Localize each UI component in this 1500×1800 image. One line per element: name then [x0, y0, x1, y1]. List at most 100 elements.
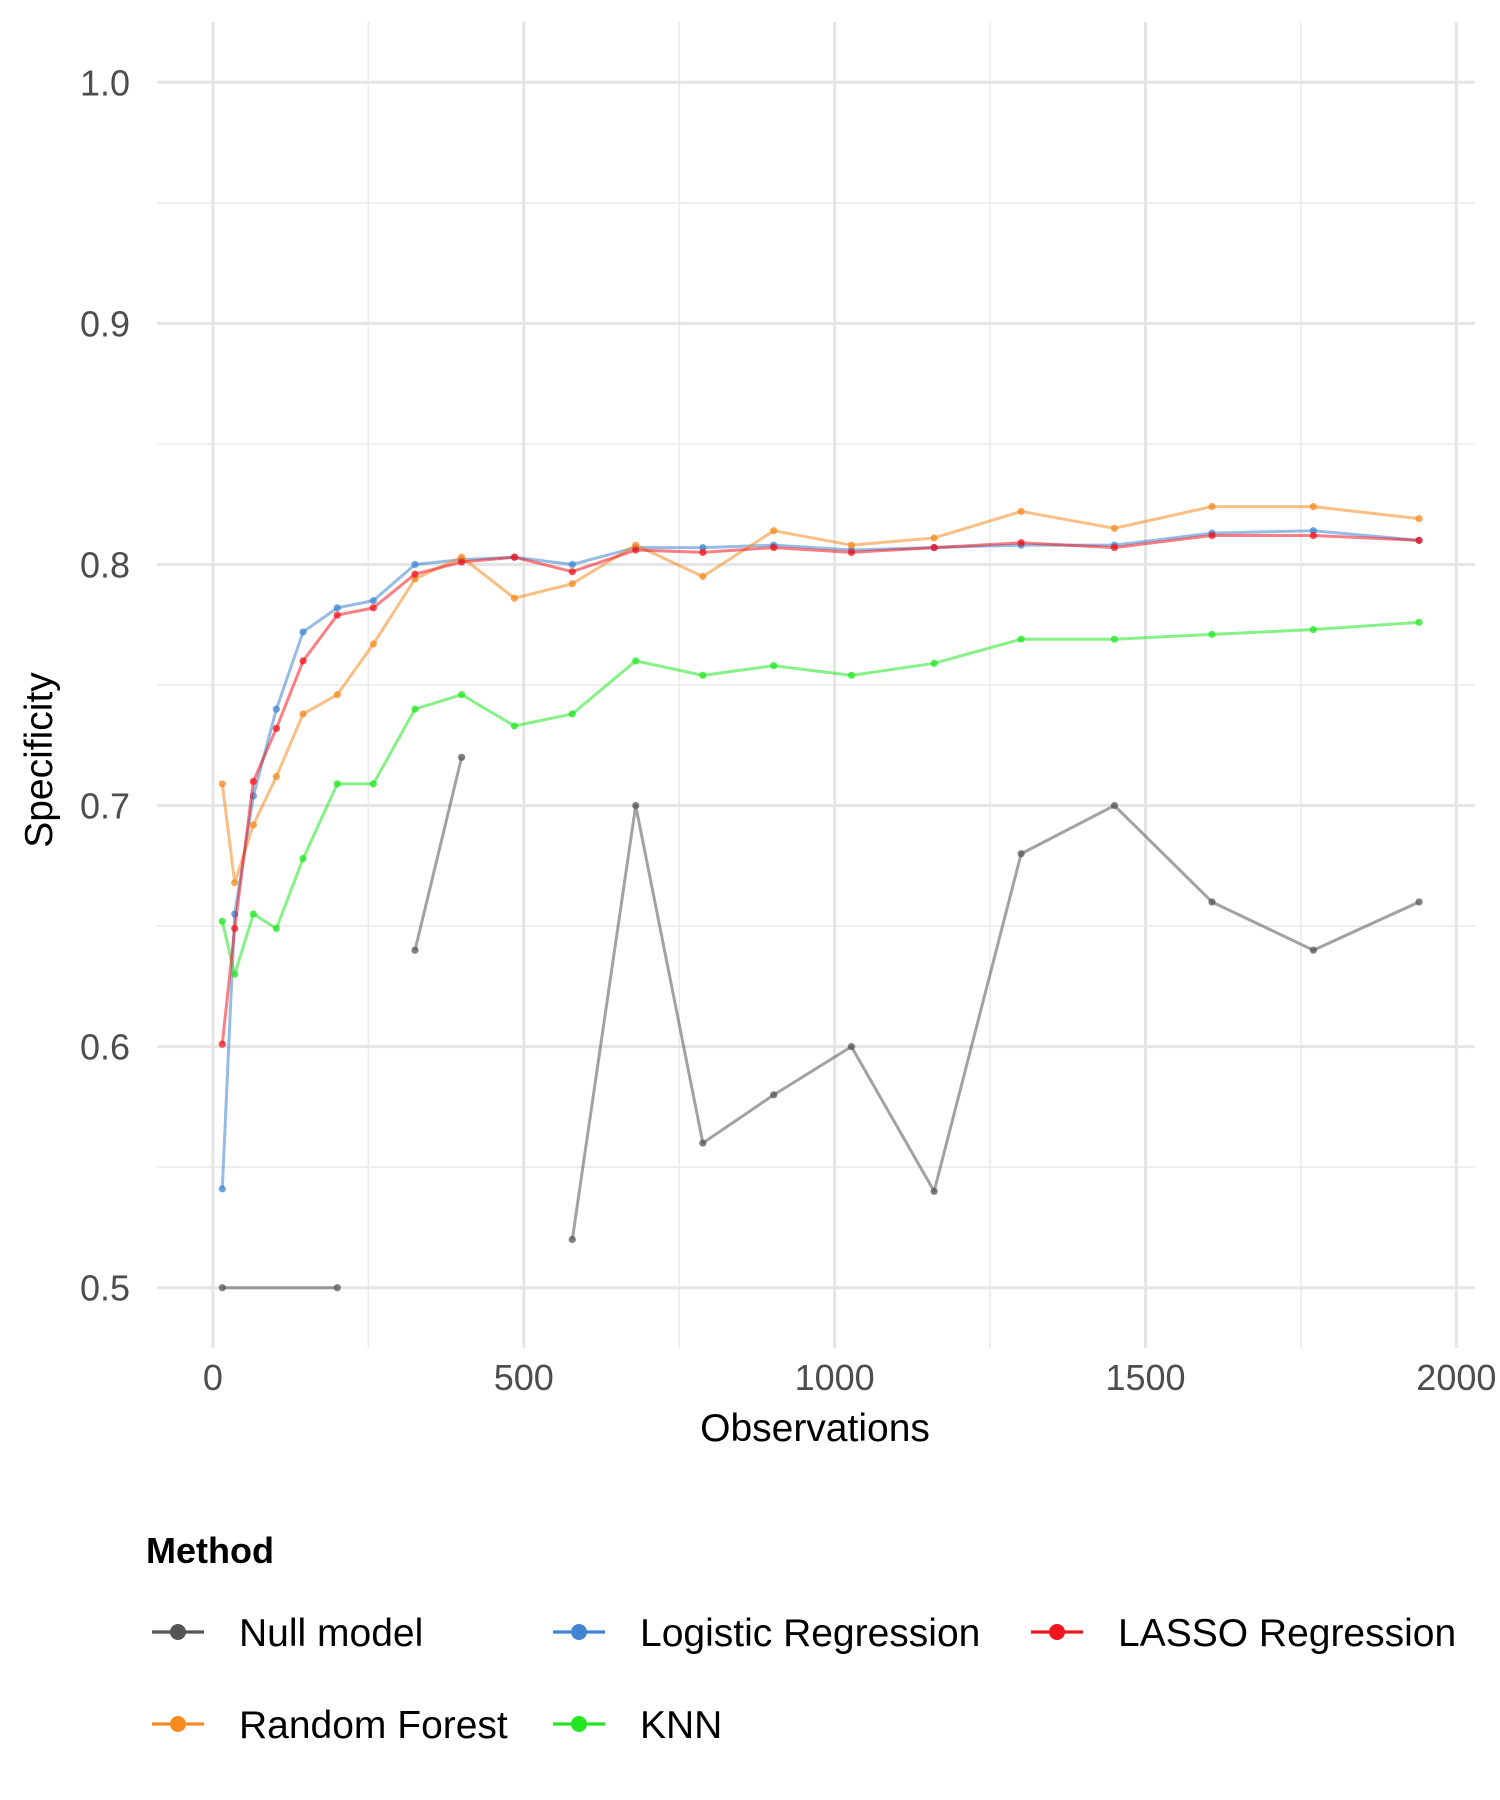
- data-point-lasso-regression: [249, 777, 257, 786]
- data-point-lasso-regression: [1208, 531, 1216, 540]
- x-tick-label: 1000: [795, 1357, 875, 1398]
- x-tick-label: 0: [203, 1357, 223, 1398]
- data-point-knn: [632, 657, 640, 665]
- data-point-null-model: [333, 1284, 341, 1292]
- data-point-lasso-regression: [930, 543, 938, 552]
- data-point-knn: [231, 970, 239, 978]
- data-point-knn: [568, 710, 576, 718]
- data-point-null-model: [699, 1139, 707, 1147]
- series-lasso-regression: [218, 531, 1423, 1048]
- data-point-knn: [411, 705, 419, 713]
- data-point-random-forest: [1208, 502, 1216, 511]
- data-point-null-model: [770, 1091, 778, 1099]
- data-point-null-model: [1208, 898, 1216, 906]
- data-point-null-model: [1415, 898, 1423, 906]
- data-point-random-forest: [333, 691, 341, 699]
- data-point-random-forest: [299, 710, 307, 718]
- legend-swatch-dot: [571, 1716, 587, 1732]
- data-point-lasso-regression: [699, 548, 707, 557]
- data-point-random-forest: [510, 594, 519, 602]
- data-point-random-forest: [568, 580, 576, 588]
- data-point-lasso-regression: [1017, 539, 1025, 547]
- data-point-logistic-regression: [369, 597, 377, 605]
- data-point-logistic-regression: [568, 560, 576, 569]
- y-tick-label: 0.6: [80, 1027, 130, 1068]
- legend-title: Method: [146, 1530, 274, 1571]
- legend-item-lasso-regression: LASSO Regression: [1031, 1612, 1456, 1655]
- series-line-null-model: [413, 756, 464, 951]
- data-point-logistic-regression: [411, 560, 419, 569]
- data-point-logistic-regression: [333, 604, 341, 612]
- data-point-lasso-regression: [1415, 536, 1423, 544]
- legend: Null model Logistic Regression LASSO Regre…: [152, 1612, 1456, 1747]
- data-point-logistic-regression: [272, 705, 280, 713]
- legend-item-null-model: Null model: [152, 1612, 423, 1655]
- data-point-knn: [369, 780, 377, 788]
- series-line-lasso-regression: [220, 534, 1420, 1045]
- data-point-random-forest: [699, 572, 707, 581]
- y-tick-label: 0.8: [80, 544, 130, 585]
- data-point-logistic-regression: [299, 628, 307, 636]
- data-point-knn: [1309, 625, 1317, 634]
- data-point-lasso-regression: [411, 570, 419, 578]
- series-line-null-model: [570, 804, 1420, 1240]
- data-point-knn: [299, 854, 307, 863]
- grid-lines: [157, 22, 1475, 1348]
- data-point-knn: [847, 671, 856, 679]
- data-point-lasso-regression: [458, 558, 466, 566]
- data-point-null-model: [632, 801, 640, 810]
- data-point-knn: [272, 924, 280, 933]
- data-point-knn: [1208, 630, 1216, 638]
- data-point-knn: [249, 910, 257, 918]
- legend-swatch-dot: [170, 1716, 186, 1732]
- data-point-random-forest: [272, 773, 280, 781]
- data-point-null-model: [411, 946, 419, 954]
- data-point-random-forest: [1415, 515, 1423, 523]
- data-point-null-model: [218, 1284, 226, 1292]
- data-point-lasso-regression: [847, 548, 856, 557]
- legend-item-knn: KNN: [553, 1704, 722, 1747]
- data-point-lasso-regression: [568, 568, 576, 576]
- series-line-knn: [220, 620, 1420, 976]
- data-point-null-model: [847, 1043, 856, 1051]
- legend-label: Random Forest: [239, 1704, 508, 1747]
- data-point-lasso-regression: [632, 546, 640, 554]
- legend-swatch-dot: [170, 1624, 186, 1640]
- data-point-null-model: [458, 753, 466, 761]
- data-point-null-model: [568, 1235, 576, 1244]
- x-axis-title: Observations: [700, 1407, 930, 1450]
- legend-swatch-dot: [571, 1624, 587, 1640]
- legend-item-random-forest: Random Forest: [152, 1704, 508, 1747]
- data-point-knn: [930, 659, 938, 667]
- legend-label: LASSO Regression: [1118, 1612, 1456, 1655]
- data-point-random-forest: [930, 534, 938, 542]
- data-point-random-forest: [231, 879, 239, 887]
- data-point-logistic-regression: [218, 1185, 226, 1193]
- x-tick-label: 1500: [1105, 1357, 1185, 1398]
- data-point-random-forest: [249, 821, 257, 829]
- data-point-knn: [1110, 635, 1119, 643]
- data-point-lasso-regression: [1309, 531, 1317, 540]
- x-tick-label: 500: [494, 1357, 554, 1398]
- data-point-lasso-regression: [369, 604, 377, 612]
- x-tick-label: 2000: [1416, 1357, 1496, 1398]
- series-null-model: [218, 753, 1423, 1292]
- legend-swatch-dot: [1049, 1624, 1065, 1640]
- data-point-knn: [458, 691, 466, 699]
- y-tick-label: 1.0: [80, 62, 130, 103]
- data-point-knn: [770, 662, 778, 670]
- data-point-lasso-regression: [272, 724, 280, 732]
- tick-labels: 0.5 0.6 0.7 0.8 0.9 1.0 0 500 1000 1500 2000: [80, 62, 1496, 1398]
- data-point-random-forest: [847, 541, 856, 549]
- data-point-random-forest: [1017, 507, 1025, 516]
- data-point-lasso-regression: [231, 924, 239, 933]
- legend-label: KNN: [640, 1704, 722, 1747]
- series-line-logistic-regression: [220, 529, 1420, 1189]
- data-point-lasso-regression: [299, 657, 307, 665]
- data-point-random-forest: [1110, 524, 1119, 532]
- legend-item-logistic-regression: Logistic Regression: [553, 1612, 980, 1655]
- y-tick-label: 0.7: [80, 786, 130, 827]
- data-point-knn: [510, 722, 519, 730]
- series-random-forest: [218, 502, 1423, 887]
